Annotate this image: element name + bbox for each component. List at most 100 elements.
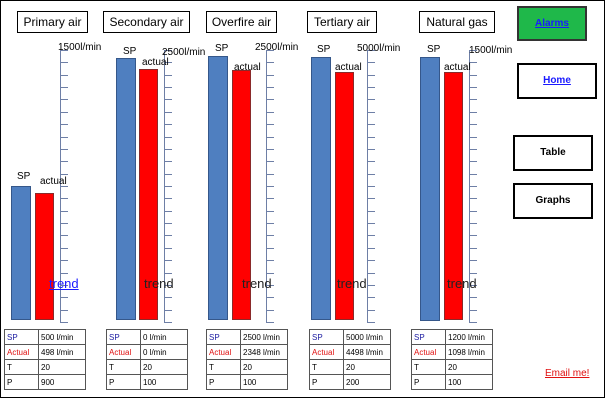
scale-tick [266, 322, 274, 323]
scale-tick [164, 211, 172, 212]
row-label: Actual [206, 344, 241, 360]
scale-tick [469, 248, 477, 249]
scale-tick [367, 87, 375, 88]
scale-tick [60, 161, 68, 162]
scale-tick [469, 260, 477, 261]
table-row: P 100 [106, 374, 188, 390]
scale-tick [367, 198, 375, 199]
scale-tick [164, 137, 172, 138]
scale-tick [367, 285, 375, 286]
setpoint-bar-label: SP [317, 44, 331, 55]
scale-tick [60, 235, 68, 236]
scale-max-label: 5000l/min [357, 43, 401, 54]
scale-tick [164, 149, 172, 150]
table-row: Actual 4498 l/min [309, 344, 391, 360]
table-button-label: Table [540, 147, 566, 158]
actual-bar-label: actual [234, 62, 261, 73]
row-label: SP [4, 329, 39, 345]
scale-max-label: 1500l/min [58, 42, 102, 53]
trend-link-tertiary[interactable]: trend [337, 276, 367, 291]
scale-tick [60, 297, 68, 298]
table-button[interactable]: Table [513, 135, 593, 171]
row-value: 0 l/min [140, 344, 188, 360]
setpoint-bar [420, 57, 440, 321]
scale-tick [469, 285, 477, 286]
row-value: 900 [38, 374, 86, 390]
row-value: 100 [140, 374, 188, 390]
scale-tick [266, 223, 274, 224]
trend-link-primary[interactable]: trend [49, 276, 79, 291]
table-row: P 100 [206, 374, 288, 390]
scale-tick [60, 186, 68, 187]
scale-tick [60, 211, 68, 212]
table-row: T 20 [309, 359, 391, 375]
scale-tick [367, 322, 375, 323]
scale-tick [164, 322, 172, 323]
trend-link-secondary[interactable]: trend [144, 276, 174, 291]
scale-tick [266, 149, 274, 150]
scale-tick [469, 87, 477, 88]
table-row: T 20 [106, 359, 188, 375]
row-value: 5000 l/min [343, 329, 391, 345]
actual-bar [444, 72, 463, 320]
scale-tick [469, 50, 477, 51]
scale-tick [164, 75, 172, 76]
scale-tick [469, 211, 477, 212]
scale-tick [469, 186, 477, 187]
scale-tick [367, 50, 375, 51]
panel-title-primary: Primary air [17, 11, 88, 33]
scale-tick [469, 297, 477, 298]
scale-tick [266, 248, 274, 249]
scale-tick [367, 310, 375, 311]
scale-tick [469, 137, 477, 138]
table-row: Actual 0 l/min [106, 344, 188, 360]
trend-link-overfire[interactable]: trend [242, 276, 272, 291]
home-link[interactable]: Home [543, 75, 571, 86]
email-link[interactable]: Email me! [545, 368, 590, 379]
actual-bar [35, 193, 54, 320]
scale-tick [367, 297, 375, 298]
row-value: 20 [38, 359, 86, 375]
scale-tick [469, 75, 477, 76]
scale-tick [164, 174, 172, 175]
row-value: 20 [343, 359, 391, 375]
row-label: P [106, 374, 141, 390]
scale-tick [469, 161, 477, 162]
scale-tick [469, 235, 477, 236]
alarms-link[interactable]: Alarms [535, 18, 569, 29]
scale-tick [60, 174, 68, 175]
graphs-button[interactable]: Graphs [513, 183, 593, 219]
scale-tick [60, 87, 68, 88]
row-label: T [309, 359, 344, 375]
scale-tick [164, 186, 172, 187]
table-row: SP 500 l/min [4, 329, 86, 345]
row-label: T [106, 359, 141, 375]
table-row: P 200 [309, 374, 391, 390]
row-value: 200 [343, 374, 391, 390]
table-row: SP 1200 l/min [411, 329, 493, 345]
trend-link-natural-gas[interactable]: trend [447, 276, 477, 291]
row-label: P [206, 374, 241, 390]
home-button[interactable]: Home [517, 63, 597, 99]
scale-tick [266, 99, 274, 100]
row-value: 498 l/min [38, 344, 86, 360]
row-label: SP [206, 329, 241, 345]
scale-tick [367, 149, 375, 150]
alarms-button[interactable]: Alarms [517, 6, 587, 41]
setpoint-bar-label: SP [215, 43, 229, 54]
scale-tick [164, 62, 172, 63]
scale-tick [164, 273, 172, 274]
scale-tick [60, 198, 68, 199]
row-label: SP [309, 329, 344, 345]
graphs-button-label: Graphs [535, 195, 571, 206]
row-value: 1200 l/min [445, 329, 493, 345]
setpoint-bar [116, 58, 136, 320]
scale-tick [367, 260, 375, 261]
row-value: 20 [445, 359, 493, 375]
scale-tick [60, 223, 68, 224]
scale-tick [367, 273, 375, 274]
scale-tick [266, 310, 274, 311]
table-row: Actual 1098 l/min [411, 344, 493, 360]
scale-tick [164, 198, 172, 199]
row-label: SP [411, 329, 446, 345]
